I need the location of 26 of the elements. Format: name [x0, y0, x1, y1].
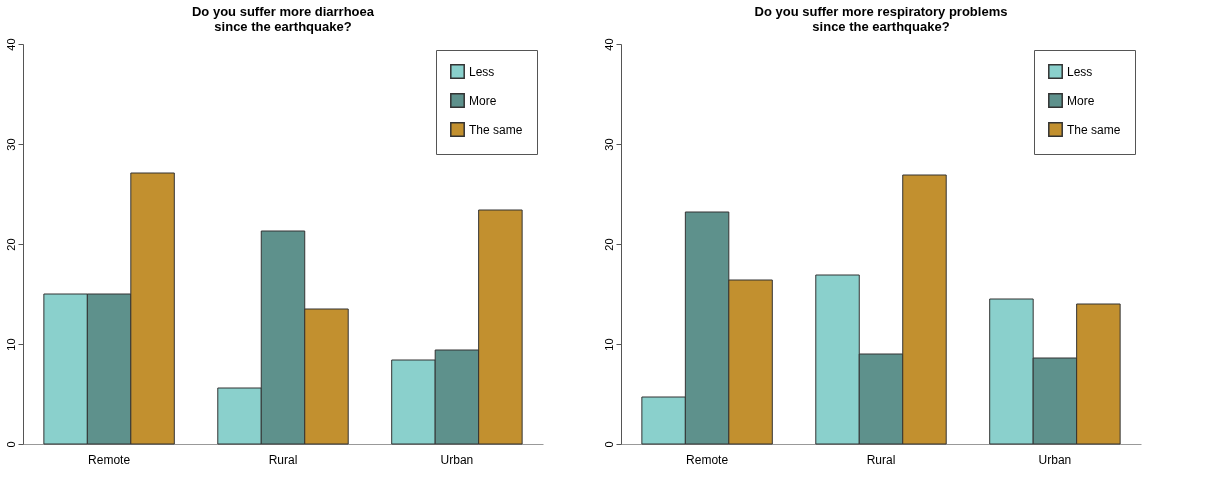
text: since the earthquake?	[214, 18, 352, 34]
text: since the earthquake?	[812, 18, 950, 34]
y-tick-label: 0	[4, 441, 17, 448]
legend-label: More	[469, 93, 497, 108]
y-tick-label: 10	[602, 338, 615, 351]
legend-label: The same	[469, 122, 523, 137]
y-tick-label: 30	[602, 138, 615, 151]
text: Do you suffer more diarrhoea	[191, 3, 375, 19]
y-tick-label: 20	[602, 238, 615, 251]
x-tick-label: Remote	[88, 452, 131, 467]
x-tick-label: Rural	[866, 452, 896, 467]
y-tick-label: 40	[602, 38, 615, 51]
y-tick-label: 20	[4, 238, 17, 251]
legend-label: More	[1067, 93, 1095, 108]
text: Do you suffer more respiratory problems	[754, 3, 1008, 19]
legend-label: Less	[469, 64, 495, 79]
x-tick-label: Urban	[1038, 452, 1072, 467]
x-tick-label: Rural	[268, 452, 298, 467]
legend-label: Less	[1067, 64, 1093, 79]
y-tick-label: 10	[4, 338, 17, 351]
legend-label: The same	[1067, 122, 1121, 137]
y-tick-label: 30	[4, 138, 17, 151]
y-tick-label: 40	[4, 38, 17, 51]
x-tick-label: Remote	[686, 452, 729, 467]
y-tick-label: 0	[602, 441, 615, 448]
x-tick-label: Urban	[440, 452, 474, 467]
